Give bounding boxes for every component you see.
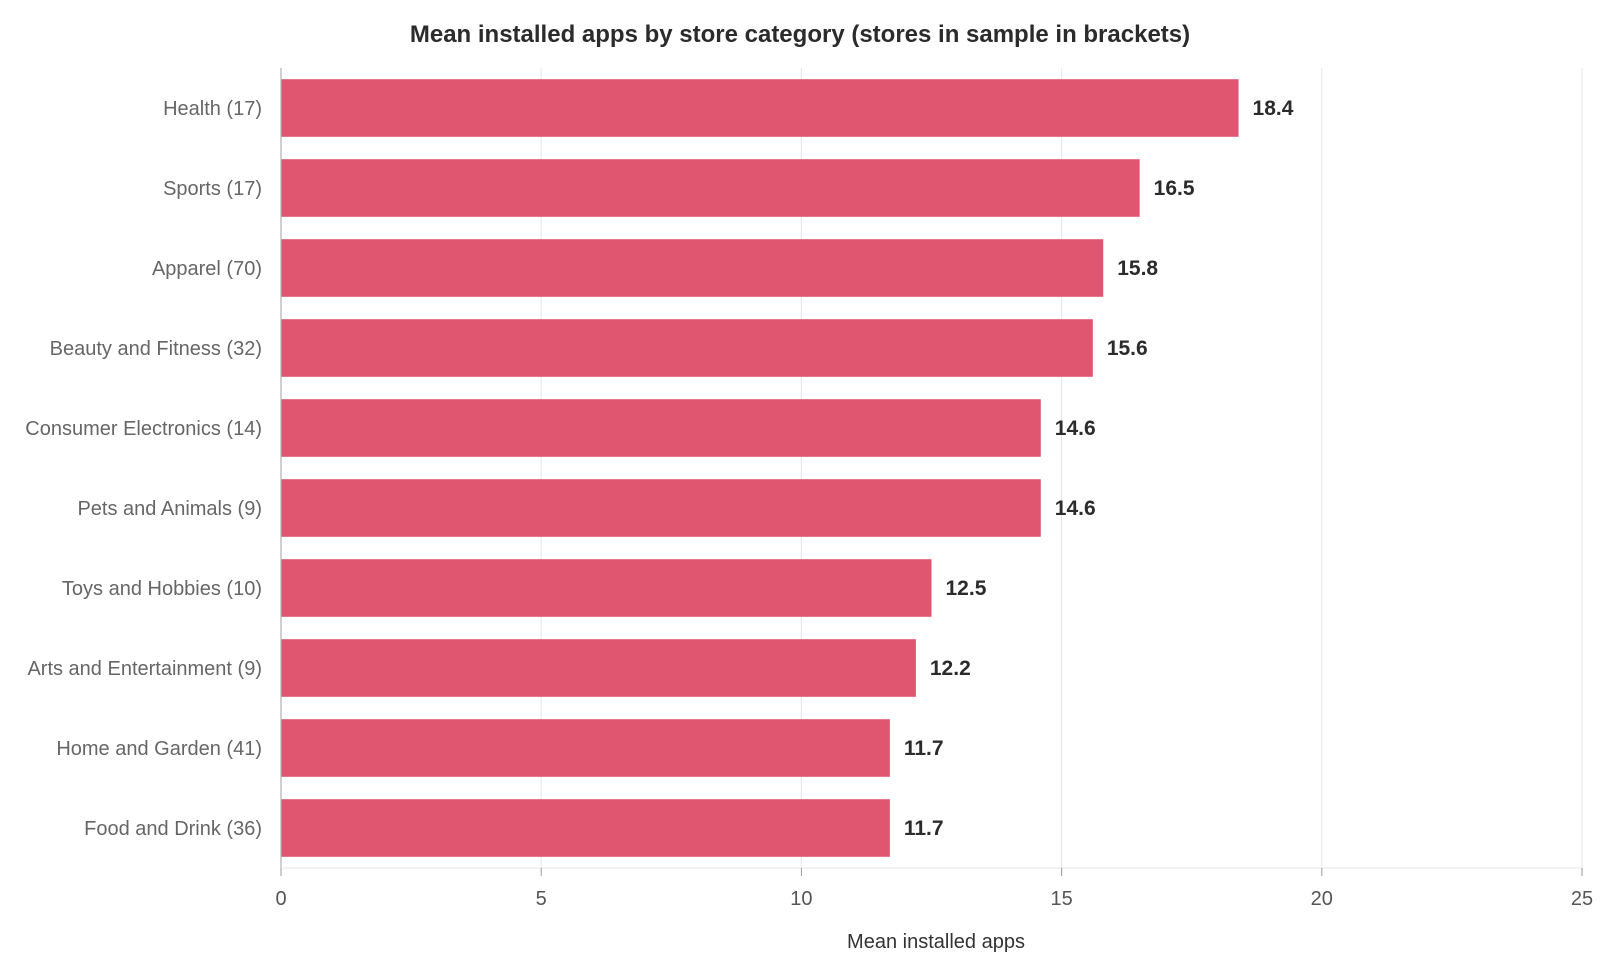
category-label-8: Home and Garden (41) [56,738,262,760]
value-label-5: 14.6 [1055,497,1096,520]
bar-2 [281,239,1104,297]
value-label-7: 12.2 [930,657,971,680]
value-label-2: 15.8 [1117,257,1158,280]
bar-9 [281,799,890,857]
bar-8 [281,719,890,777]
bar-4 [281,399,1041,457]
x-tick-label-25: 25 [1571,888,1593,910]
x-tick-label-0: 0 [275,888,286,910]
bars: 18.4 16.5 15.8 15.6 14.6 14.6 12.5 12.2 11.7 11.7 [281,79,1294,857]
category-label-4: Consumer Electronics (14) [25,418,262,440]
bar-1 [281,159,1140,217]
category-label-7: Arts and Entertainment (9) [27,658,262,680]
value-label-8: 11.7 [904,737,944,760]
value-label-1: 16.5 [1154,177,1195,200]
value-label-0: 18.4 [1253,97,1294,120]
category-label-3: Beauty and Fitness (32) [50,338,262,360]
x-tick-label-20: 20 [1311,888,1333,910]
x-tick-label-10: 10 [790,888,812,910]
bar-5 [281,479,1041,537]
value-label-4: 14.6 [1055,417,1096,440]
bar-7 [281,639,916,697]
chart-title: Mean installed apps by store category (s… [410,21,1190,48]
category-label-2: Apparel (70) [152,258,262,280]
category-label-6: Toys and Hobbies (10) [62,578,262,600]
x-axis-title: Mean installed apps [847,931,1025,953]
x-tick-label-5: 5 [536,888,547,910]
category-label-9: Food and Drink (36) [84,818,262,840]
axes: Health (17) Sports (17) Apparel (70) Beauty… [25,68,1593,910]
bar-3 [281,319,1093,377]
category-label-0: Health (17) [163,98,262,120]
value-label-6: 12.5 [946,577,987,600]
bar-0 [281,79,1239,137]
category-label-5: Pets and Animals (9) [77,498,262,520]
value-label-3: 15.6 [1107,337,1148,360]
value-label-9: 11.7 [904,817,944,840]
bar-6 [281,559,932,617]
x-tick-label-15: 15 [1050,888,1072,910]
category-label-1: Sports (17) [163,178,262,200]
